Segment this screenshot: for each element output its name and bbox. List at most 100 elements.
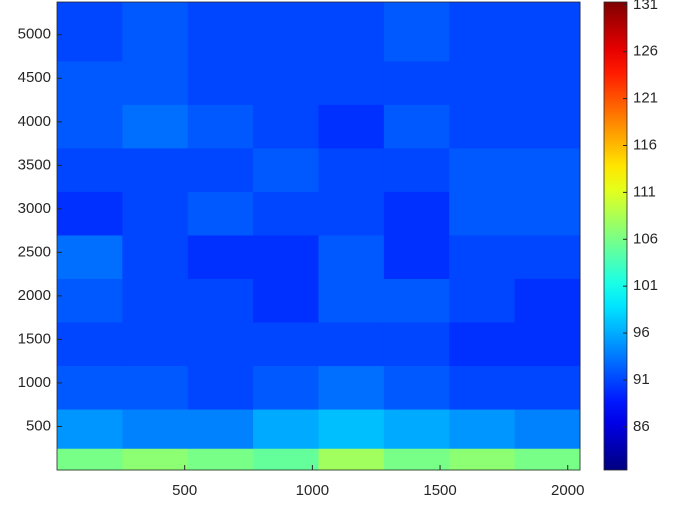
heatmap-cell — [514, 2, 581, 62]
heatmap-cell — [122, 448, 189, 471]
heatmap-cell — [449, 365, 516, 410]
heatmap-cell — [514, 409, 581, 449]
heatmap-cell — [122, 409, 189, 449]
heatmap-cell — [383, 234, 450, 279]
heatmap-cell — [383, 104, 450, 149]
heatmap-cell — [514, 322, 581, 367]
heatmap-cell — [57, 147, 123, 192]
heatmap-cell — [449, 448, 516, 471]
heatmap-cell — [514, 60, 581, 105]
heatmap-cell — [318, 278, 385, 323]
heatmap-cell — [253, 365, 319, 410]
y-tick-label: 500 — [26, 417, 51, 434]
heatmap-cell — [253, 147, 319, 192]
heatmap-cell — [187, 409, 254, 449]
colorbar-tick-label: 116 — [633, 136, 657, 153]
heatmap-cell — [318, 2, 385, 62]
heatmap-cell — [318, 448, 385, 471]
colorbar-tick-label: 91 — [633, 371, 650, 388]
colorbar-tick-label: 101 — [633, 277, 658, 294]
heatmap-cell — [187, 278, 254, 323]
heatmap-cell — [122, 191, 189, 236]
heatmap-cell — [57, 365, 123, 410]
heatmap-cell — [57, 60, 123, 105]
heatmap-cell — [449, 60, 516, 105]
heatmap-cell — [449, 147, 516, 192]
heatmap-cell — [122, 60, 189, 105]
heatmap-cell — [187, 448, 254, 471]
heatmap-cell — [318, 147, 385, 192]
heatmap-cell — [253, 2, 319, 62]
x-tick-label: 2000 — [551, 482, 584, 499]
heatmap-cell — [253, 278, 319, 323]
heatmap-cell — [318, 60, 385, 105]
heatmap-cell — [318, 365, 385, 410]
heatmap-cell — [383, 2, 450, 62]
heatmap-cell — [122, 322, 189, 367]
heatmap-cell — [187, 60, 254, 105]
axes-box — [56, 1, 581, 471]
colorbar-tick-label: 96 — [633, 324, 650, 341]
heatmap-cell — [318, 322, 385, 367]
x-tick-label: 1500 — [423, 482, 456, 499]
y-tick-label: 4500 — [18, 69, 51, 86]
y-tick-label: 2000 — [18, 287, 51, 304]
y-tick-label: 1000 — [18, 374, 51, 391]
y-tick-label: 1500 — [18, 330, 51, 347]
y-tick-label: 3000 — [18, 200, 51, 217]
heatmap-cell — [187, 191, 254, 236]
heatmap-cell — [514, 365, 581, 410]
heatmap-cell — [383, 409, 450, 449]
y-tick-label: 4000 — [18, 113, 51, 130]
heatmap-cell — [57, 322, 123, 367]
heatmap-cell — [318, 234, 385, 279]
heatmap-cell — [318, 191, 385, 236]
heatmap-cell — [57, 191, 123, 236]
heatmap-cell — [253, 60, 319, 105]
heatmap-cell — [57, 278, 123, 323]
heatmap-cell — [122, 278, 189, 323]
heatmap-cell — [187, 104, 254, 149]
heatmap-cell — [383, 365, 450, 410]
heatmap-cell — [383, 278, 450, 323]
heatmap-cell — [57, 104, 123, 149]
x-tick-label: 1000 — [296, 482, 329, 499]
heatmap-cell — [187, 234, 254, 279]
heatmap-cell — [449, 234, 516, 279]
y-tick-label: 2500 — [18, 243, 51, 260]
heatmap-cell — [449, 278, 516, 323]
heatmap-cell — [122, 2, 189, 62]
heatmap-cell — [449, 191, 516, 236]
colorbar-tick-label: 106 — [633, 230, 658, 247]
heatmap-cell — [514, 191, 581, 236]
heatmap-cell — [383, 147, 450, 192]
heatmap-cell — [514, 147, 581, 192]
heatmap-cell — [187, 322, 254, 367]
heatmap-cell — [122, 365, 189, 410]
heatmap-cell — [57, 2, 123, 62]
y-tick-label: 5000 — [18, 26, 51, 43]
x-tick-label: 500 — [172, 482, 197, 499]
heatmap-cell — [122, 234, 189, 279]
heatmap-cell — [253, 104, 319, 149]
y-tick-label: 3500 — [18, 156, 51, 173]
heatmap-cell — [253, 234, 319, 279]
heatmap-cell — [57, 409, 123, 449]
heatmap-cell — [449, 409, 516, 449]
colorbar — [603, 1, 628, 471]
heatmap-cell — [449, 104, 516, 149]
heatmap-cell — [449, 2, 516, 62]
heatmap-cell — [383, 191, 450, 236]
heatmap-cell — [514, 278, 581, 323]
heatmap-cell — [383, 448, 450, 471]
heatmap-cell — [122, 104, 189, 149]
heatmap-cell — [318, 409, 385, 449]
colorbar-tick-label: 111 — [633, 183, 656, 200]
colorbar-tick-label: 86 — [633, 418, 650, 435]
heatmap-cell — [253, 322, 319, 367]
heatmap-cell — [514, 104, 581, 149]
heatmap-cell — [449, 322, 516, 367]
heatmap-cell — [514, 234, 581, 279]
heatmap-cell — [57, 448, 123, 471]
